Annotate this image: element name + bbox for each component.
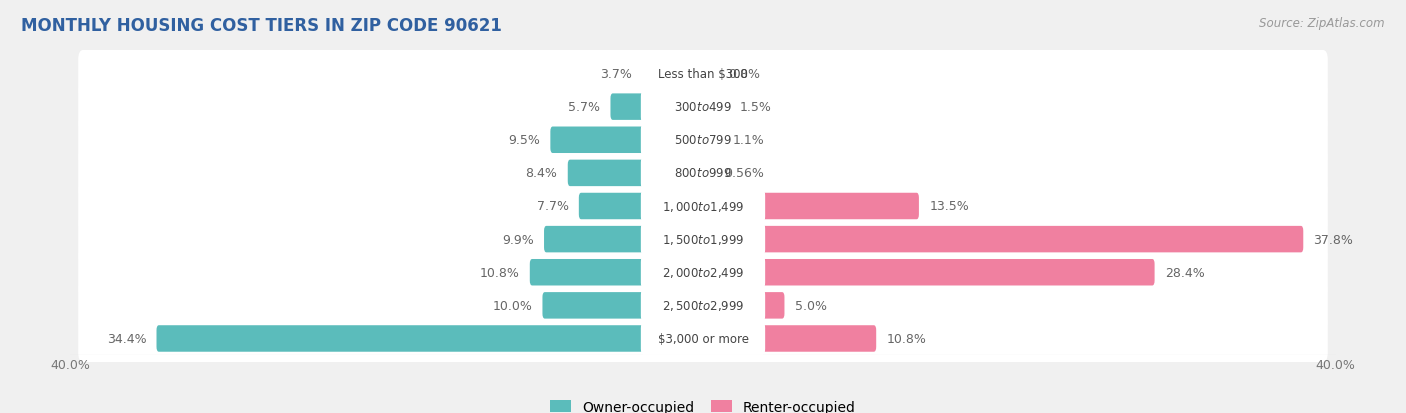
FancyBboxPatch shape — [700, 292, 785, 319]
FancyBboxPatch shape — [643, 61, 706, 88]
FancyBboxPatch shape — [641, 323, 765, 355]
Text: 34.4%: 34.4% — [107, 332, 146, 345]
FancyBboxPatch shape — [550, 127, 706, 154]
Text: 10.8%: 10.8% — [479, 266, 520, 279]
Text: 1.5%: 1.5% — [740, 101, 772, 114]
Text: $1,000 to $1,499: $1,000 to $1,499 — [662, 199, 744, 214]
FancyBboxPatch shape — [579, 193, 706, 220]
FancyBboxPatch shape — [568, 160, 706, 187]
Text: Less than $300: Less than $300 — [658, 68, 748, 81]
FancyBboxPatch shape — [610, 94, 706, 121]
FancyBboxPatch shape — [700, 61, 718, 88]
FancyBboxPatch shape — [641, 290, 765, 322]
FancyBboxPatch shape — [79, 183, 1327, 230]
Text: Source: ZipAtlas.com: Source: ZipAtlas.com — [1260, 17, 1385, 29]
FancyBboxPatch shape — [641, 91, 765, 123]
FancyBboxPatch shape — [641, 58, 765, 90]
FancyBboxPatch shape — [641, 157, 765, 190]
FancyBboxPatch shape — [79, 282, 1327, 329]
FancyBboxPatch shape — [79, 84, 1327, 131]
Text: 37.8%: 37.8% — [1313, 233, 1354, 246]
Text: 9.5%: 9.5% — [508, 134, 540, 147]
Legend: Owner-occupied, Renter-occupied: Owner-occupied, Renter-occupied — [550, 400, 856, 413]
FancyBboxPatch shape — [641, 190, 765, 223]
Text: $800 to $999: $800 to $999 — [673, 167, 733, 180]
Text: $3,000 or more: $3,000 or more — [658, 332, 748, 345]
Text: 10.8%: 10.8% — [887, 332, 927, 345]
FancyBboxPatch shape — [79, 315, 1327, 362]
FancyBboxPatch shape — [700, 325, 876, 352]
FancyBboxPatch shape — [79, 249, 1327, 296]
FancyBboxPatch shape — [544, 226, 706, 253]
Text: 13.5%: 13.5% — [929, 200, 969, 213]
Text: MONTHLY HOUSING COST TIERS IN ZIP CODE 90621: MONTHLY HOUSING COST TIERS IN ZIP CODE 9… — [21, 17, 502, 34]
Text: 0.56%: 0.56% — [724, 167, 765, 180]
Text: 8.4%: 8.4% — [526, 167, 557, 180]
FancyBboxPatch shape — [156, 325, 706, 352]
Text: 5.0%: 5.0% — [794, 299, 827, 312]
Text: $300 to $499: $300 to $499 — [673, 101, 733, 114]
FancyBboxPatch shape — [641, 256, 765, 289]
FancyBboxPatch shape — [79, 150, 1327, 197]
FancyBboxPatch shape — [79, 216, 1327, 263]
FancyBboxPatch shape — [543, 292, 706, 319]
FancyBboxPatch shape — [700, 259, 1154, 286]
Text: $1,500 to $1,999: $1,500 to $1,999 — [662, 233, 744, 247]
Text: $2,500 to $2,999: $2,500 to $2,999 — [662, 299, 744, 313]
FancyBboxPatch shape — [700, 94, 730, 121]
Text: 3.7%: 3.7% — [600, 68, 631, 81]
Text: 10.0%: 10.0% — [492, 299, 531, 312]
FancyBboxPatch shape — [641, 124, 765, 157]
FancyBboxPatch shape — [700, 127, 723, 154]
Text: 9.9%: 9.9% — [502, 233, 534, 246]
FancyBboxPatch shape — [700, 160, 714, 187]
FancyBboxPatch shape — [79, 117, 1327, 164]
FancyBboxPatch shape — [700, 226, 1303, 253]
Text: 7.7%: 7.7% — [537, 200, 568, 213]
Text: 5.7%: 5.7% — [568, 101, 600, 114]
Text: $500 to $799: $500 to $799 — [673, 134, 733, 147]
FancyBboxPatch shape — [79, 51, 1327, 98]
Text: 0.8%: 0.8% — [728, 68, 761, 81]
FancyBboxPatch shape — [700, 193, 920, 220]
FancyBboxPatch shape — [641, 223, 765, 256]
FancyBboxPatch shape — [530, 259, 706, 286]
Text: 1.1%: 1.1% — [733, 134, 765, 147]
Text: $2,000 to $2,499: $2,000 to $2,499 — [662, 266, 744, 280]
Text: 28.4%: 28.4% — [1166, 266, 1205, 279]
